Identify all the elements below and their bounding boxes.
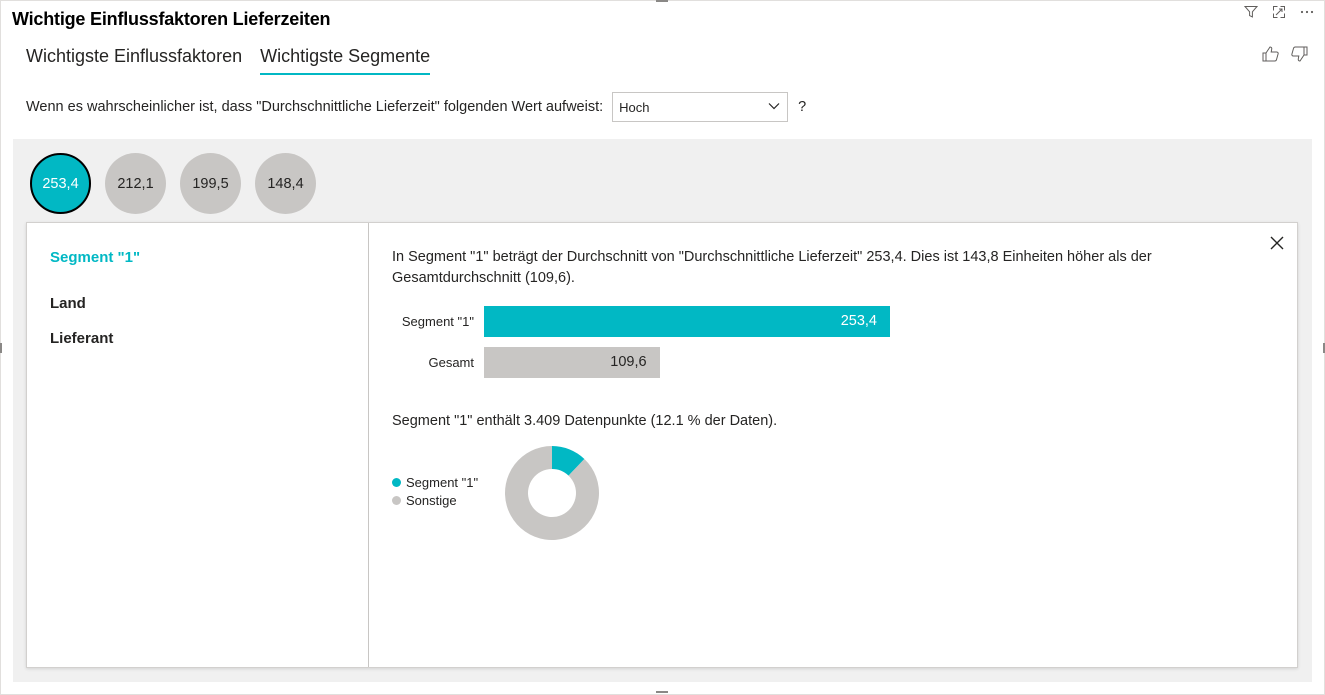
legend-item: Sonstige: [392, 491, 478, 509]
resize-handle-bottom[interactable]: [656, 691, 668, 693]
legend-label: Sonstige: [406, 492, 457, 508]
donut-chart: [505, 446, 599, 540]
bar-row-gesamt: Gesamt 109,6: [392, 346, 660, 378]
resize-handle-right[interactable]: [1323, 343, 1325, 353]
nav-item-lieferant[interactable]: Lieferant: [50, 330, 114, 347]
nav-item-land[interactable]: Land: [50, 295, 86, 312]
bar-segment: 253,4: [484, 305, 890, 337]
thumbs-down-icon[interactable]: [1289, 44, 1309, 64]
bar-gesamt: 109,6: [484, 346, 660, 378]
visual-header-icons: [1243, 4, 1315, 20]
bar-row-segment: Segment "1" 253,4: [392, 305, 890, 337]
condition-row: Wenn es wahrscheinlicher ist, dass "Durc…: [26, 92, 806, 122]
segment-detail-card: Segment "1" Land Lieferant In Segment "1…: [26, 222, 1298, 668]
donut-slice: [505, 446, 599, 540]
segment-detail-nav: Segment "1" Land Lieferant: [27, 223, 369, 667]
segment-bubble[interactable]: 148,4: [255, 153, 316, 214]
tab-top-influencers[interactable]: Wichtigste Einflussfaktoren: [26, 46, 243, 66]
segment-bubbles: 253,4 212,1 199,5 148,4: [30, 153, 316, 214]
donut-legend: Segment "1" Sonstige: [392, 473, 478, 509]
legend-item: Segment "1": [392, 473, 478, 491]
close-icon[interactable]: [1269, 235, 1285, 251]
thumbs-up-icon[interactable]: [1261, 44, 1281, 64]
bar-value-label: 109,6: [610, 354, 647, 370]
segment-description: In Segment "1" beträgt der Durchschnitt …: [392, 249, 1152, 286]
segment-bubble[interactable]: 253,4: [30, 153, 91, 214]
legend-label: Segment "1": [406, 474, 479, 490]
donut-slice: [552, 446, 585, 476]
legend-dot: [392, 495, 401, 505]
bar-category-label: Gesamt: [428, 354, 474, 370]
filter-icon[interactable]: [1243, 4, 1259, 20]
bar-value-label: 253,4: [840, 313, 877, 329]
resize-handle-left[interactable]: [0, 343, 2, 353]
value-dropdown-selected: Hoch: [619, 99, 650, 115]
nav-item-segment[interactable]: Segment "1": [50, 249, 141, 266]
value-dropdown[interactable]: Hoch: [612, 92, 789, 122]
visual-title: Wichtige Einflussfaktoren Lieferzeiten: [12, 9, 331, 29]
tab-top-segments[interactable]: Wichtigste Segmente: [260, 46, 431, 75]
legend-dot: [392, 477, 401, 487]
tab-bar: Wichtigste Einflussfaktoren Wichtigste S…: [26, 46, 431, 75]
focus-mode-icon[interactable]: [1271, 4, 1287, 20]
condition-text: Wenn es wahrscheinlicher ist, dass "Durc…: [26, 99, 604, 115]
segment-bubble[interactable]: 199,5: [180, 153, 241, 214]
segment-bubble[interactable]: 212,1: [105, 153, 166, 214]
help-icon[interactable]: ?: [798, 99, 807, 115]
chevron-down-icon: [767, 99, 781, 116]
resize-handle-top[interactable]: [656, 0, 668, 2]
datapoint-count: Segment "1" enthält 3.409 Datenpunkte (1…: [392, 413, 778, 429]
feedback-buttons: [1261, 44, 1309, 64]
more-options-icon[interactable]: [1299, 4, 1315, 20]
bar-category-label: Segment "1": [401, 313, 474, 329]
